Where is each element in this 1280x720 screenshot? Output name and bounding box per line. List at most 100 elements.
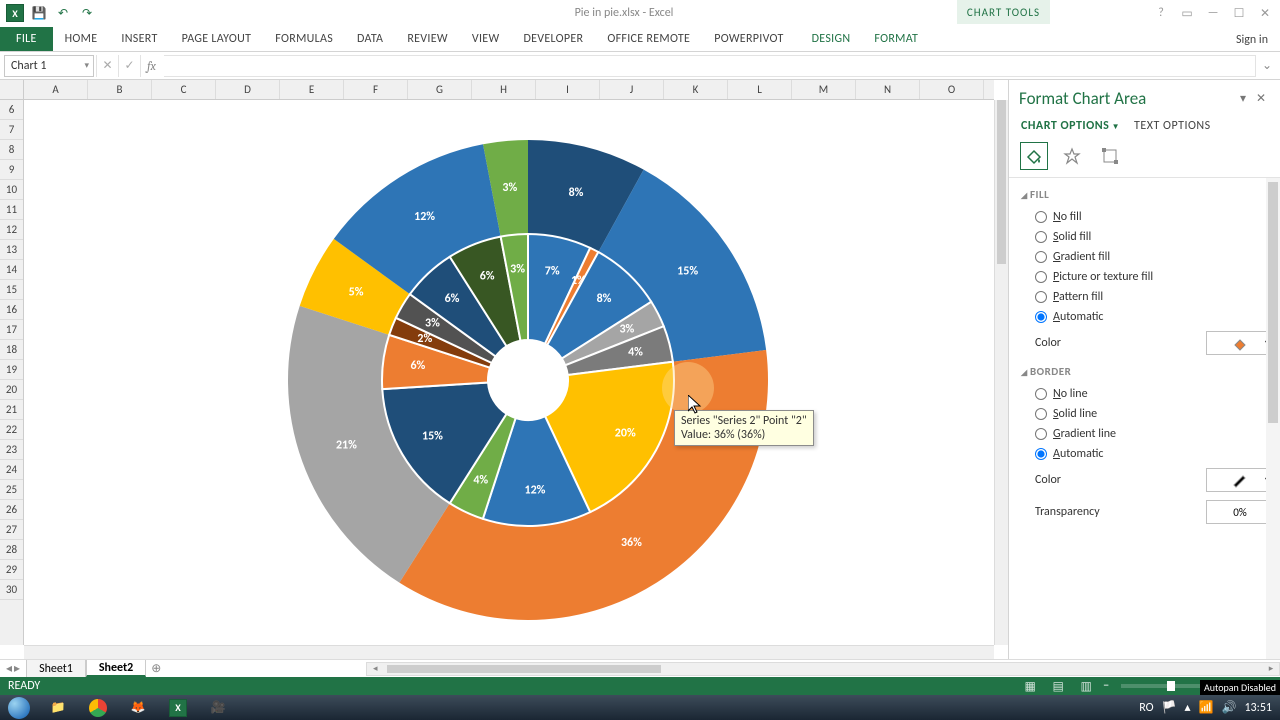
row-20[interactable]: 20 [0,380,23,400]
row-7[interactable]: 7 [0,120,23,140]
taskpane-menu-icon[interactable]: ▾ [1234,91,1252,106]
col-B[interactable]: B [88,80,152,99]
save-icon[interactable]: 💾 [28,2,50,24]
row-24[interactable]: 24 [0,460,23,480]
maximize-icon[interactable]: ☐ [1228,6,1250,21]
ribbon-toggle-icon[interactable]: ▭ [1176,6,1198,21]
transparency-value[interactable]: 0% [1206,500,1274,524]
scroll-left-icon[interactable]: ◂ [367,663,383,675]
fill-option-3[interactable]: Picture or texture fill [1021,267,1274,287]
tray-lang[interactable]: RO [1139,701,1153,715]
col-D[interactable]: D [216,80,280,99]
scroll-thumb[interactable] [997,100,1006,264]
row-23[interactable]: 23 [0,440,23,460]
row-28[interactable]: 28 [0,540,23,560]
border-option-0[interactable]: No line [1021,384,1274,404]
border-option-1[interactable]: Solid line [1021,404,1274,424]
fill-radio-2[interactable] [1035,251,1047,263]
size-properties-icon[interactable] [1097,143,1123,169]
chart-object[interactable]: 8%15%36%21%5%12%3%7%1%8%3%4%20%12%4%15%6… [48,120,980,631]
tab-design[interactable]: DESIGN [800,27,863,51]
tab-file[interactable]: FILE [0,27,53,51]
border-section-header[interactable]: BORDER [1021,359,1274,384]
redo-icon[interactable]: ↷ [76,2,98,24]
close-icon[interactable]: ✕ [1254,6,1276,21]
scroll-thumb[interactable] [387,665,661,673]
sheet-nav[interactable]: ◂▸ [0,661,26,676]
border-option-3[interactable]: Automatic [1021,444,1274,464]
scroll-right-icon[interactable]: ▸ [1263,663,1279,675]
sheet-tab-sheet1[interactable]: Sheet1 [26,660,86,677]
page-break-view-icon[interactable]: ▥ [1075,678,1097,694]
fill-option-1[interactable]: Solid fill [1021,227,1274,247]
formula-expand-icon[interactable]: ⌄ [1258,58,1276,73]
text-options-tab[interactable]: TEXT OPTIONS [1134,119,1211,133]
fill-color-picker[interactable] [1206,331,1274,355]
taskpane-close-icon[interactable]: ✕ [1252,91,1270,106]
border-option-2[interactable]: Gradient line [1021,424,1274,444]
row-16[interactable]: 16 [0,300,23,320]
undo-icon[interactable]: ↶ [52,2,74,24]
help-icon[interactable]: ? [1150,6,1172,21]
row-9[interactable]: 9 [0,160,23,180]
tab-review[interactable]: REVIEW [395,27,460,51]
row-13[interactable]: 13 [0,240,23,260]
taskpane-scrollbar[interactable] [1266,178,1280,659]
border-radio-1[interactable] [1035,408,1047,420]
tab-view[interactable]: VIEW [460,27,512,51]
tab-developer[interactable]: DEVELOPER [511,27,595,51]
fill-line-icon[interactable] [1021,143,1047,169]
new-sheet-button[interactable]: ⊕ [146,660,166,677]
col-K[interactable]: K [664,80,728,99]
name-box[interactable]: Chart 1 [4,55,94,77]
tab-insert[interactable]: INSERT [109,27,169,51]
tray-flag-icon[interactable]: 🏳️ [1162,700,1177,715]
col-I[interactable]: I [536,80,600,99]
row-30[interactable]: 30 [0,580,23,600]
fill-radio-4[interactable] [1035,291,1047,303]
vertical-scrollbar[interactable] [994,100,1008,645]
start-button[interactable] [0,695,38,720]
tray-network-icon[interactable]: 📶 [1199,700,1214,715]
fill-radio-1[interactable] [1035,231,1047,243]
row-8[interactable]: 8 [0,140,23,160]
col-O[interactable]: O [920,80,984,99]
horizontal-scrollbar[interactable]: ◂ ▸ [366,662,1280,676]
tab-page-layout[interactable]: PAGE LAYOUT [170,27,264,51]
fill-option-0[interactable]: No fill [1021,207,1274,227]
firefox-icon[interactable]: 🦊 [118,695,158,720]
cells-area[interactable]: 8%15%36%21%5%12%3%7%1%8%3%4%20%12%4%15%6… [24,100,994,645]
border-radio-0[interactable] [1035,388,1047,400]
row-6[interactable]: 6 [0,100,23,120]
col-F[interactable]: F [344,80,408,99]
col-M[interactable]: M [792,80,856,99]
row-26[interactable]: 26 [0,500,23,520]
normal-view-icon[interactable]: ▦ [1019,678,1041,694]
tab-data[interactable]: DATA [345,27,395,51]
cancel-formula-icon[interactable]: ✕ [96,55,118,77]
border-color-picker[interactable] [1206,468,1274,492]
col-H[interactable]: H [472,80,536,99]
tab-formulas[interactable]: FORMULAS [263,27,345,51]
fill-radio-5[interactable] [1035,311,1047,323]
col-G[interactable]: G [408,80,472,99]
tab-home[interactable]: HOME [53,27,110,51]
nested-pie-chart[interactable]: 8%15%36%21%5%12%3%7%1%8%3%4%20%12%4%15%6… [48,120,1008,659]
chrome-icon[interactable] [78,695,118,720]
fill-option-5[interactable]: Automatic [1021,307,1274,327]
row-12[interactable]: 12 [0,220,23,240]
row-14[interactable]: 14 [0,260,23,280]
tray-up-icon[interactable]: ▴ [1185,700,1191,715]
fx-icon[interactable]: fx [140,55,162,77]
worksheet-grid[interactable]: ABCDEFGHIJKLMNO 678910111213141516171819… [0,80,1008,659]
row-21[interactable]: 21 [0,400,23,420]
fill-radio-0[interactable] [1035,211,1047,223]
border-radio-2[interactable] [1035,428,1047,440]
enter-formula-icon[interactable]: ✓ [118,55,140,77]
excel-taskbar-icon[interactable]: X [158,695,198,720]
minimize-icon[interactable]: — [1202,6,1224,21]
column-headers[interactable]: ABCDEFGHIJKLMNO [24,80,994,100]
fill-radio-3[interactable] [1035,271,1047,283]
horizontal-scrollbar-small[interactable] [24,645,994,659]
row-22[interactable]: 22 [0,420,23,440]
